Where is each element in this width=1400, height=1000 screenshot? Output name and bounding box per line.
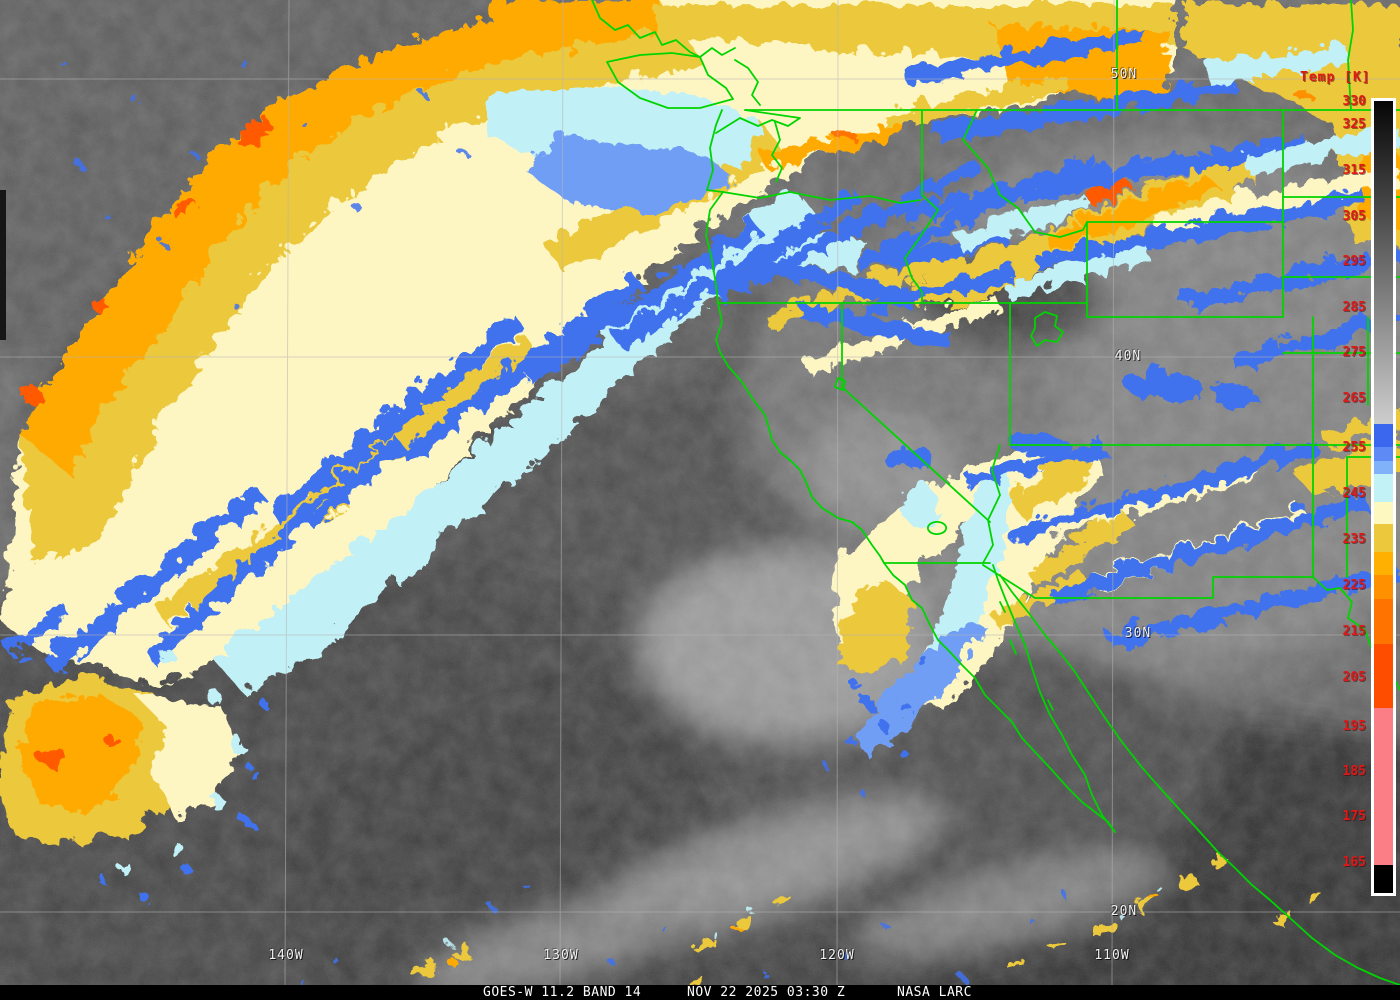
caption-credit: NASA LARC bbox=[897, 985, 972, 1000]
colorbar-segment bbox=[1374, 447, 1393, 461]
colorbar-segment bbox=[1374, 708, 1393, 865]
colorbar-segment bbox=[1374, 575, 1393, 599]
colorbar-segment bbox=[1374, 502, 1393, 524]
colorbar-segment bbox=[1374, 552, 1393, 575]
colorbar-segment bbox=[1374, 461, 1393, 474]
scan-edge-notch bbox=[0, 190, 6, 340]
colorbar-segment bbox=[1374, 474, 1393, 502]
colorbar-segment bbox=[1374, 865, 1393, 893]
caption-datetime: NOV 22 2025 03:30 Z bbox=[687, 985, 846, 1000]
colorbar-segment bbox=[1374, 424, 1393, 447]
colorbar-segment bbox=[1374, 101, 1393, 424]
caption-bar: GOES-W 11.2 BAND 14 NOV 22 2025 03:30 Z … bbox=[0, 985, 1400, 1000]
caption-product: GOES-W 11.2 BAND 14 bbox=[483, 985, 642, 1000]
colorbar-segment bbox=[1374, 599, 1393, 644]
colorbar-segment bbox=[1374, 644, 1393, 708]
colorbar-title: Temp [K] bbox=[1300, 70, 1371, 85]
temperature-colorbar bbox=[1371, 98, 1396, 896]
colorbar-segment bbox=[1374, 524, 1393, 552]
